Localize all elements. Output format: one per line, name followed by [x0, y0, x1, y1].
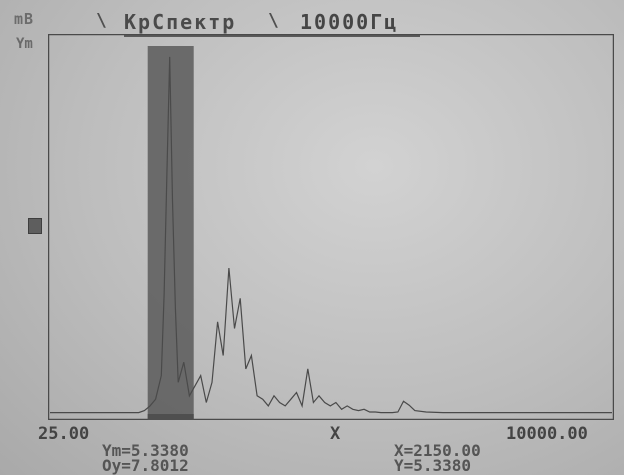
oy-readout: Oy=7.8012 — [102, 456, 189, 475]
spectrum-plot[interactable] — [48, 34, 614, 420]
mode-title: КрСпектр — [124, 10, 237, 34]
title-underline — [124, 35, 420, 37]
plot-frame — [48, 34, 614, 420]
cursor-bar[interactable] — [147, 414, 194, 420]
x-max-label: 10000.00 — [506, 424, 588, 444]
x-readout: X=2150.00 — [394, 441, 481, 460]
scroll-marker-icon[interactable] — [28, 218, 42, 234]
header-separator-2: \ — [268, 10, 279, 31]
y-axis-label: Ym — [16, 36, 33, 52]
y-readout: Y=5.3380 — [394, 456, 472, 475]
spectrum-line — [50, 56, 612, 414]
unit-label: mB — [14, 10, 35, 28]
band-title: 10000Гц — [300, 10, 399, 34]
ym-readout: Ym=5.3380 — [102, 441, 189, 460]
x-min-label: 25.00 — [38, 424, 90, 444]
x-axis-label: X — [330, 424, 341, 444]
header-separator: \ — [96, 10, 107, 31]
